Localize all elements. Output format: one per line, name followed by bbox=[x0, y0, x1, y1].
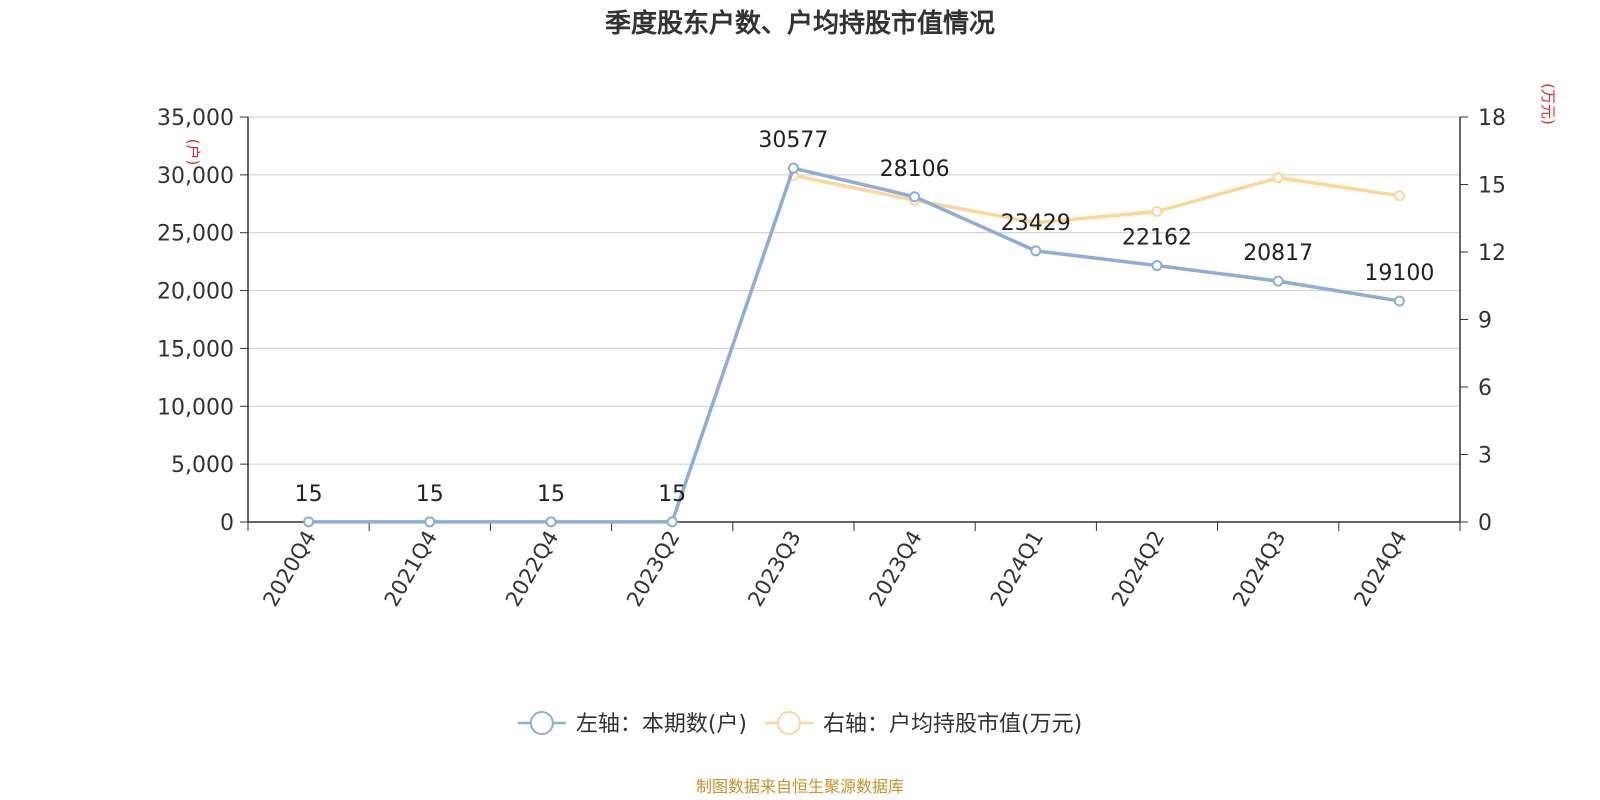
data-label: 20817 bbox=[1243, 241, 1313, 266]
left-series-point bbox=[909, 191, 921, 203]
x-axis-tick-label: 2024Q3 bbox=[1228, 527, 1290, 611]
left-series-point bbox=[1272, 275, 1284, 287]
right-axis-tick-label: 15 bbox=[1478, 174, 1506, 199]
right-axis-tick-label: 18 bbox=[1478, 106, 1506, 131]
data-label: 28106 bbox=[880, 157, 950, 182]
legend-circle-icon bbox=[777, 711, 801, 735]
data-label: 23429 bbox=[1001, 211, 1071, 236]
left-series-line bbox=[308, 166, 1400, 524]
data-label: 15 bbox=[295, 482, 323, 507]
right-series-point bbox=[1393, 190, 1405, 202]
right-series-point bbox=[1272, 172, 1284, 184]
data-labels: 15 15 15 15 30577 28106 23429 22162 20817 19100 bbox=[295, 128, 1435, 507]
data-label: 15 bbox=[658, 482, 686, 507]
axes: 0 5,000 10,000 15,000 20,000 25,000 30,000 35,0… bbox=[157, 83, 1557, 611]
right-axis-tick-label: 0 bbox=[1478, 511, 1492, 536]
data-label: 15 bbox=[537, 482, 565, 507]
legend-circle-icon bbox=[529, 711, 554, 735]
data-label: 22162 bbox=[1122, 226, 1192, 251]
left-series-point bbox=[787, 162, 799, 174]
left-series-point bbox=[545, 516, 557, 528]
x-axis-tick-label: 2024Q1 bbox=[986, 527, 1048, 611]
left-axis-tick-label: 25,000 bbox=[157, 222, 234, 247]
left-series-point bbox=[424, 516, 436, 528]
x-axis-tick-label: 2021Q4 bbox=[380, 527, 442, 611]
left-series-point bbox=[666, 516, 678, 528]
left-axis-tick-label: 0 bbox=[220, 511, 234, 536]
left-axis-tick-label: 15,000 bbox=[157, 337, 234, 362]
left-series-point bbox=[1393, 295, 1405, 307]
x-axis-tick-label: 2023Q3 bbox=[743, 527, 805, 611]
left-axis-unit: (户) bbox=[184, 139, 202, 166]
right-series-line bbox=[793, 173, 1400, 225]
legend: 左轴：本期数(户) 右轴：户均持股市值(万元) bbox=[517, 711, 1082, 737]
left-axis-tick-label: 35,000 bbox=[157, 106, 234, 131]
x-axis-tick-label: 2024Q2 bbox=[1107, 527, 1169, 611]
x-axis-tick-label: 2024Q4 bbox=[1349, 527, 1411, 611]
right-axis-tick-label: 3 bbox=[1478, 444, 1492, 469]
left-axis-tick-label: 10,000 bbox=[157, 395, 234, 420]
left-axis-tick-label: 20,000 bbox=[157, 280, 234, 305]
right-axis-tick-label: 9 bbox=[1478, 309, 1492, 334]
x-axis-tick-label: 2022Q4 bbox=[501, 527, 563, 611]
right-series-point bbox=[1151, 206, 1163, 217]
right-axis-unit: (万元) bbox=[1539, 83, 1557, 125]
legend-item[interactable]: 右轴：户均持股市值(万元) bbox=[765, 711, 1082, 737]
right-series-point bbox=[1030, 217, 1042, 229]
series-layer bbox=[303, 162, 1405, 528]
x-axis-tick-label: 2023Q4 bbox=[864, 527, 926, 611]
right-axis-tick-label: 6 bbox=[1478, 376, 1492, 401]
right-axis-tick-label: 12 bbox=[1478, 241, 1506, 266]
data-label: 19100 bbox=[1364, 261, 1434, 286]
left-series-point bbox=[1030, 245, 1042, 257]
data-label: 30577 bbox=[758, 128, 828, 153]
grid-lines bbox=[248, 116, 1460, 465]
legend-label: 右轴：户均持股市值(万元) bbox=[823, 712, 1082, 737]
legend-label: 左轴：本期数(户) bbox=[576, 712, 747, 737]
chart-title: 季度股东户数、户均持股市值情况 bbox=[605, 8, 995, 39]
data-label: 15 bbox=[416, 482, 444, 507]
legend-item[interactable]: 左轴：本期数(户) bbox=[517, 711, 747, 737]
x-axis-tick-label: 2020Q4 bbox=[258, 527, 320, 611]
source-text: 制图数据来自恒生聚源数据库 bbox=[696, 777, 904, 796]
left-series-point bbox=[303, 516, 315, 528]
left-axis-tick-label: 5,000 bbox=[171, 453, 234, 478]
left-series-point bbox=[1151, 260, 1163, 272]
left-axis-tick-label: 30,000 bbox=[157, 164, 234, 189]
x-axis-tick-label: 2023Q2 bbox=[622, 527, 684, 611]
